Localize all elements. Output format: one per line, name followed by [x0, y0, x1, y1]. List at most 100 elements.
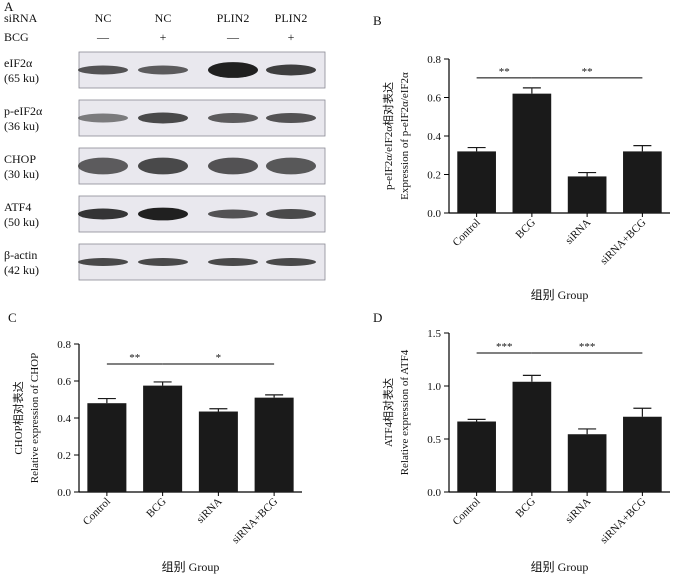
- y-axis-label: Relative expression of CHOP: [29, 353, 41, 483]
- panel-c-chart: C 0.0 0.2 0.4 0.6 0.8 CHOP相对表达 Relative express…: [8, 310, 302, 574]
- y-tick-label: 0.6: [427, 93, 441, 105]
- panel-letter-a: A: [4, 0, 14, 14]
- blot-band: [266, 64, 316, 76]
- panel-letter: D: [373, 310, 382, 325]
- y-tick-label: 0.2: [427, 170, 441, 182]
- bar: [567, 434, 607, 492]
- bar: [143, 385, 183, 492]
- significance-label: ***: [579, 341, 596, 353]
- lane-header-value: NC: [95, 11, 112, 25]
- significance-label: **: [129, 352, 140, 364]
- row-header-label: BCG: [4, 30, 29, 44]
- blot-band: [266, 209, 316, 219]
- bar: [457, 151, 496, 213]
- blot-band: [208, 113, 258, 123]
- blot-band: [266, 113, 316, 123]
- y-tick-label: 0.4: [57, 413, 71, 425]
- lane-header-value: —: [96, 30, 110, 44]
- lane-header-value: PLIN2: [217, 11, 250, 25]
- row-header-label: siRNA: [4, 11, 38, 25]
- y-axis-label: Expression of p-eIF2α/eIF2α: [399, 72, 411, 200]
- band-name: CHOP: [4, 152, 36, 166]
- blot-band: [138, 207, 188, 221]
- band-name: ATF4: [4, 200, 31, 214]
- significance-label: **: [499, 66, 510, 78]
- significance-label: **: [582, 66, 593, 78]
- blot-band: [138, 157, 188, 175]
- blot-band: [78, 65, 128, 75]
- blot-band: [78, 258, 128, 266]
- x-tick-label: siRNA+BCG: [230, 496, 281, 547]
- x-tick-label: BCG: [514, 496, 539, 521]
- blot-band: [208, 157, 258, 175]
- bar: [567, 176, 607, 213]
- x-tick-label: siRNA: [563, 217, 593, 247]
- band-size: (30 ku): [4, 167, 39, 181]
- y-tick-label: 0.4: [427, 131, 441, 143]
- y-tick-label: 0.0: [427, 208, 441, 220]
- blot-band: [78, 208, 128, 220]
- bar: [512, 381, 552, 492]
- bar: [198, 411, 238, 492]
- lane-header-value: +: [160, 30, 167, 44]
- band-size: (65 ku): [4, 71, 39, 85]
- lane-header-value: +: [288, 30, 295, 44]
- blot-band: [78, 157, 128, 175]
- y-tick-label: 0.8: [427, 54, 441, 66]
- blot-band: [138, 258, 188, 266]
- blot-band: [138, 65, 188, 75]
- blot-band: [266, 157, 316, 175]
- blot-band: [208, 258, 258, 266]
- x-tick-label: BCG: [144, 496, 169, 521]
- y-tick-label: 0.2: [57, 450, 71, 462]
- band-name: β-actin: [4, 248, 37, 262]
- y-axis-label: CHOP相对表达: [11, 381, 25, 454]
- lane-header-value: NC: [155, 11, 172, 25]
- bar: [623, 151, 662, 213]
- panel-letter: B: [373, 13, 382, 28]
- lane-header-value: PLIN2: [275, 11, 308, 25]
- bar: [254, 397, 294, 492]
- y-axis-label: ATF4相对表达: [381, 378, 395, 447]
- y-tick-label: 1.0: [427, 381, 441, 393]
- y-axis-label: p-eIF2α/eIF2α相对表达: [381, 82, 395, 190]
- y-tick-label: 0.6: [57, 376, 71, 388]
- blot-band: [138, 112, 188, 124]
- x-axis-label: 组别 Group: [531, 288, 589, 302]
- y-tick-label: 0.0: [427, 487, 441, 499]
- band-name: p-eIF2α: [4, 104, 43, 118]
- y-tick-label: 0.0: [57, 487, 71, 499]
- significance-label: *: [216, 352, 222, 364]
- x-tick-label: BCG: [514, 217, 539, 242]
- panel-letter: C: [8, 310, 17, 325]
- x-tick-label: Control: [81, 496, 113, 528]
- x-tick-label: siRNA: [194, 496, 224, 526]
- y-tick-label: 0.8: [57, 339, 71, 351]
- bar: [512, 93, 552, 213]
- blot-band: [208, 209, 258, 219]
- bar: [623, 416, 662, 492]
- blot-band: [266, 258, 316, 266]
- x-tick-label: siRNA+BCG: [598, 217, 649, 268]
- y-tick-label: 1.5: [427, 328, 441, 340]
- y-axis-label: Relative expression of ATF4: [399, 349, 411, 475]
- panel-b-chart: B 0.0 0.2 0.4 0.6 0.8 p-eIF2α/eIF2α相对表达 Express…: [373, 13, 670, 302]
- panel-d-chart: D 0.0 0.5 1.0 1.5 ATF4相对表达 Relative expression…: [373, 310, 670, 574]
- bar: [87, 403, 127, 492]
- band-size: (50 ku): [4, 215, 39, 229]
- x-tick-label: siRNA+BCG: [598, 496, 649, 547]
- x-axis-label: 组别 Group: [531, 560, 589, 574]
- band-name: eIF2α: [4, 56, 33, 70]
- band-size: (42 ku): [4, 263, 39, 277]
- x-tick-label: Control: [450, 217, 482, 249]
- lane-header-value: —: [226, 30, 240, 44]
- x-tick-label: Control: [450, 496, 482, 528]
- x-tick-label: siRNA: [563, 496, 593, 526]
- x-axis-label: 组别 Group: [162, 560, 220, 574]
- bar: [457, 421, 496, 492]
- blot-band: [78, 113, 128, 123]
- y-tick-label: 0.5: [427, 434, 441, 446]
- band-size: (36 ku): [4, 119, 39, 133]
